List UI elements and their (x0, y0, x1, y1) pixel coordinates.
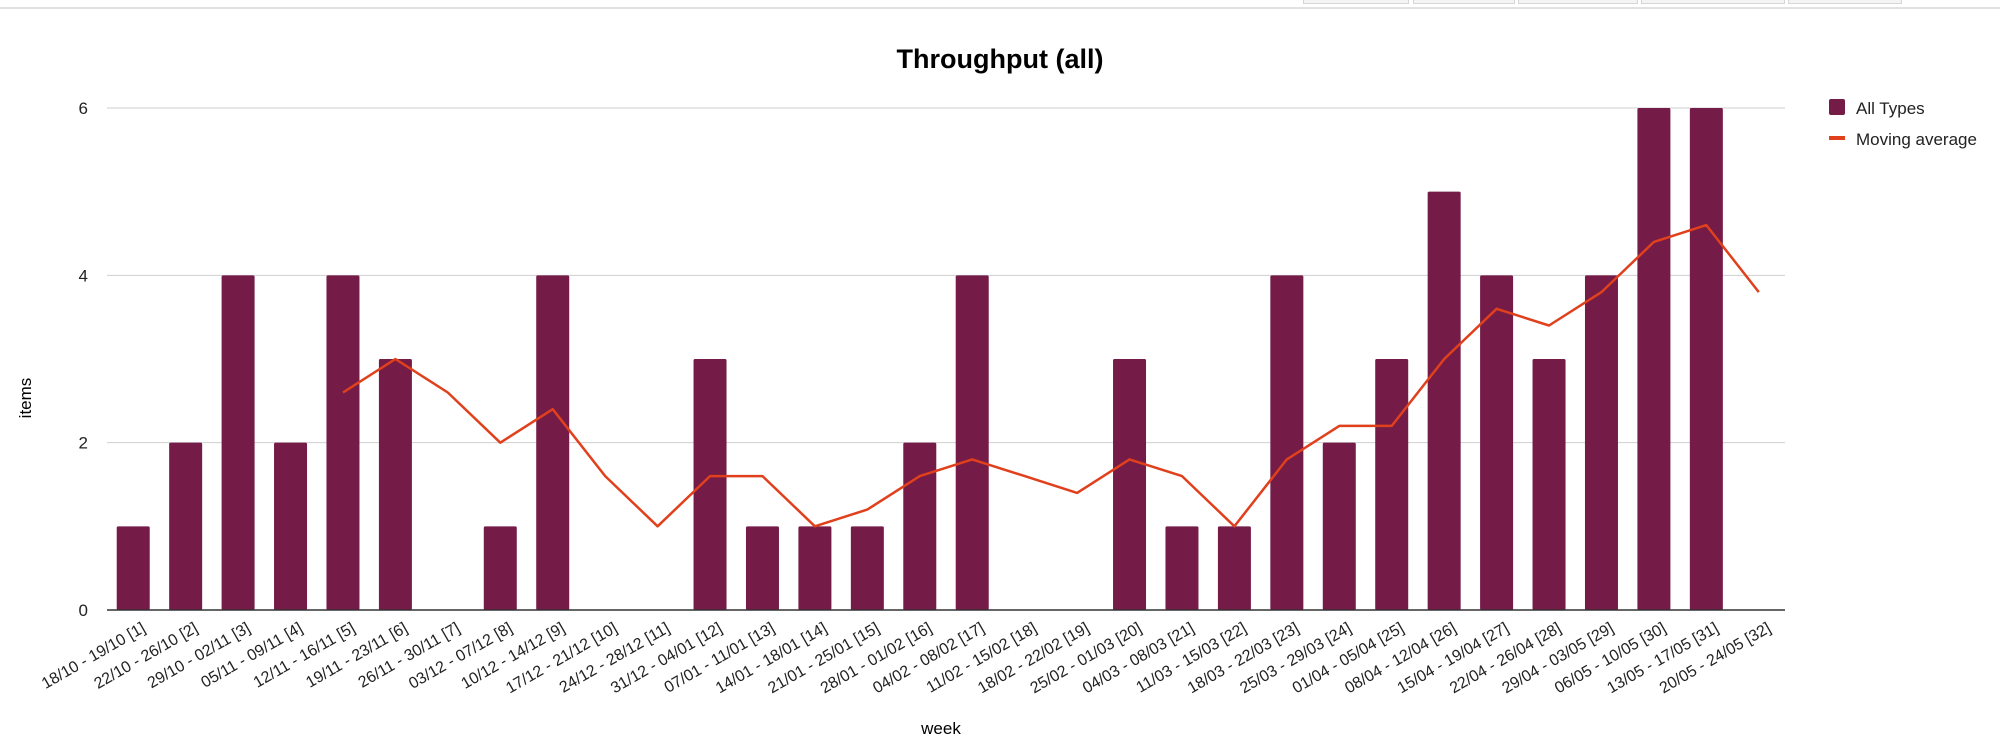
bar (1113, 359, 1147, 610)
bar (1217, 526, 1251, 610)
top-toolbar-strip (0, 0, 2000, 9)
x-axis-label: week (920, 719, 961, 738)
bar (483, 526, 517, 610)
bar (274, 442, 308, 610)
bar (1322, 442, 1356, 610)
bar (221, 275, 255, 610)
bar (1532, 359, 1566, 610)
bar (169, 442, 203, 610)
y-axis-label: items (16, 378, 35, 419)
toolbar-tab-stub[interactable] (1413, 0, 1515, 4)
bar (1427, 191, 1461, 610)
bar (1584, 275, 1618, 610)
bar (1637, 108, 1671, 610)
toolbar-tab-stub[interactable] (1641, 0, 1785, 4)
bar (798, 526, 832, 610)
bar (903, 442, 937, 610)
legend-label-moving-average: Moving average (1856, 130, 1977, 149)
bar-series-all-types (116, 108, 1723, 610)
toolbar-tab-stub[interactable] (1303, 0, 1409, 4)
legend-swatch-all-types (1829, 99, 1845, 115)
bar (693, 359, 727, 610)
moving-average-line (342, 223, 1760, 528)
bar (850, 526, 884, 610)
bar (1375, 359, 1409, 610)
bar (116, 526, 150, 610)
y-tick-label: 6 (79, 99, 88, 118)
y-tick-label: 2 (79, 434, 88, 453)
toolbar-tab-stub[interactable] (1788, 0, 1902, 4)
toolbar-tab-stub[interactable] (1518, 0, 1638, 4)
x-axis-tick-labels: 18/10 - 19/10 [1]22/10 - 26/10 [2]29/10 … (39, 620, 1774, 697)
bar (1270, 275, 1304, 610)
y-tick-label: 4 (79, 266, 88, 285)
legend-label-all-types: All Types (1856, 99, 1925, 118)
bar (745, 526, 779, 610)
bar (326, 275, 360, 610)
bar (378, 359, 412, 610)
legend-swatch-moving-average (1829, 136, 1845, 140)
chart-title: Throughput (all) (897, 44, 1104, 74)
y-axis-tick-labels: 0 2 4 6 (79, 99, 88, 620)
legend: All Types Moving average (1829, 99, 1977, 149)
bar (1165, 526, 1199, 610)
bar (1689, 108, 1723, 610)
bar (955, 275, 989, 610)
line-series-moving-average (342, 223, 1760, 528)
bar (536, 275, 570, 610)
y-tick-label: 0 (79, 601, 88, 620)
bar (1480, 275, 1514, 610)
